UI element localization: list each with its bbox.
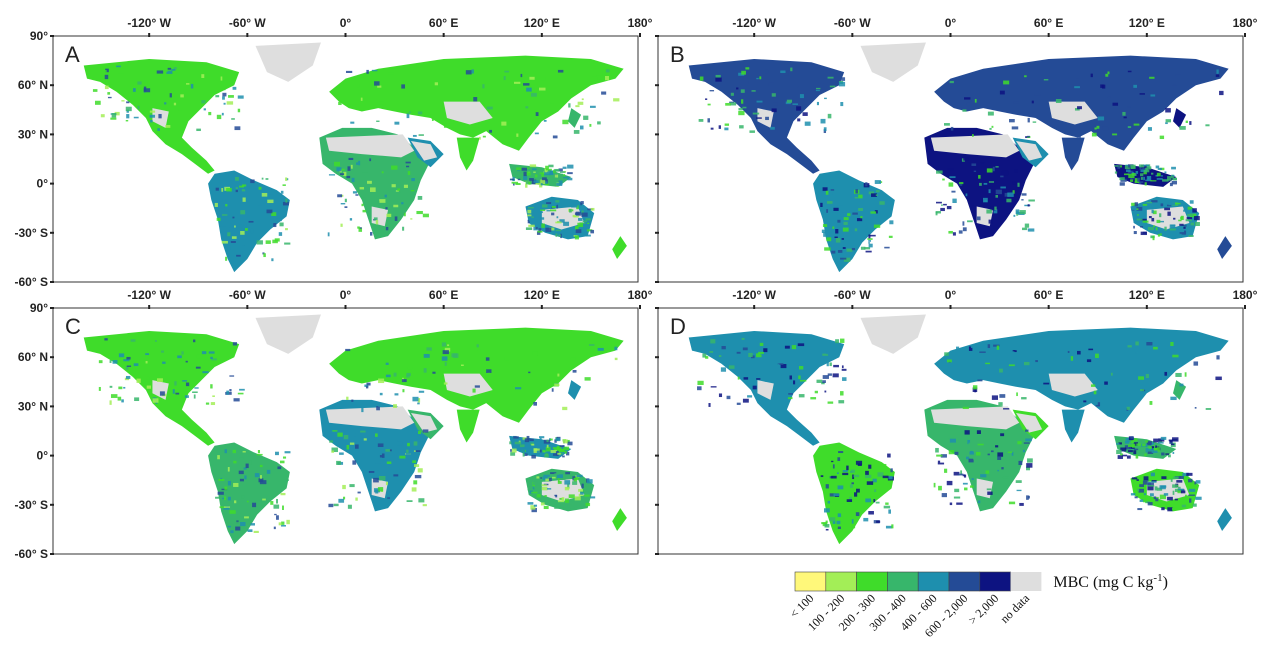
- y-tick-label: 0°: [37, 449, 49, 463]
- x-tick-label: 120° E: [1129, 16, 1165, 30]
- map-panel-a: A -120° W -60° W 0° 60° E 120° E 180° 90° 60° N 3…: [15, 16, 653, 289]
- panel-label: A: [65, 42, 80, 67]
- y-tick-label: -60° S: [15, 275, 48, 289]
- x-tick-label: 180°: [628, 288, 653, 302]
- legend-swatch: [1010, 572, 1042, 591]
- legend-title: MBC (mg C kg-1): [1053, 572, 1168, 591]
- x-tick-label: -120° W: [732, 288, 776, 302]
- map-panel-d: D -120° W -60° W 0° 60° E 120° E 180°: [655, 288, 1258, 555]
- y-tick-label: 60° N: [18, 350, 48, 364]
- x-tick-label: 120° E: [1129, 288, 1165, 302]
- x-tick-label: 120° E: [524, 16, 560, 30]
- y-tick-label: 30° N: [18, 399, 48, 413]
- land-map: [688, 314, 1232, 545]
- panel-label: C: [65, 314, 81, 339]
- y-tick-label: 60° N: [18, 78, 48, 92]
- x-tick-label: 60° E: [1034, 288, 1063, 302]
- legend-class-label: no data: [997, 591, 1032, 626]
- x-tick-label: -120° W: [732, 16, 776, 30]
- x-tick-label: 0°: [945, 16, 957, 30]
- land-map: [83, 314, 627, 545]
- x-tick-label: 60° E: [429, 16, 458, 30]
- x-tick-label: -120° W: [127, 16, 171, 30]
- legend-swatch: [948, 571, 981, 592]
- x-tick-label: -60° W: [229, 16, 266, 30]
- x-tick-label: -60° W: [229, 288, 266, 302]
- map-panel-b: B -120° W -60° W 0° 60° E 120° E 180°: [655, 16, 1258, 283]
- y-tick-label: -60° S: [15, 547, 48, 561]
- legend-swatch: [856, 571, 888, 592]
- y-tick-label: -30° S: [15, 498, 48, 512]
- y-tick-label: 30° N: [18, 127, 48, 141]
- legend-swatch: [979, 571, 1011, 592]
- x-tick-label: 180°: [1233, 288, 1258, 302]
- x-tick-label: 180°: [628, 16, 653, 30]
- y-tick-label: 90°: [30, 301, 48, 315]
- x-tick-label: 60° E: [429, 288, 458, 302]
- x-tick-label: 0°: [340, 288, 352, 302]
- x-tick-label: -60° W: [834, 288, 871, 302]
- land-map: [688, 42, 1232, 273]
- legend-class-label: > 2,000: [965, 591, 1001, 627]
- panel-label: B: [670, 42, 685, 67]
- panel-label: D: [670, 314, 686, 339]
- map-panel-c: C -120° W -60° W 0° 60° E 120° E 180° 90° 60° N 3…: [15, 288, 653, 561]
- x-tick-label: 180°: [1233, 16, 1258, 30]
- legend-swatch: [825, 571, 857, 592]
- x-tick-label: 0°: [945, 288, 957, 302]
- x-tick-label: -60° W: [834, 16, 871, 30]
- legend-swatch: [794, 571, 827, 592]
- x-tick-label: 120° E: [524, 288, 560, 302]
- x-tick-label: -120° W: [127, 288, 171, 302]
- x-tick-label: 60° E: [1034, 16, 1063, 30]
- x-tick-label: 0°: [340, 16, 352, 30]
- legend-swatch: [917, 571, 950, 592]
- legend-swatch: [887, 571, 919, 592]
- y-tick-label: -30° S: [15, 226, 48, 240]
- y-tick-label: 90°: [30, 29, 48, 43]
- y-tick-label: 0°: [37, 177, 49, 191]
